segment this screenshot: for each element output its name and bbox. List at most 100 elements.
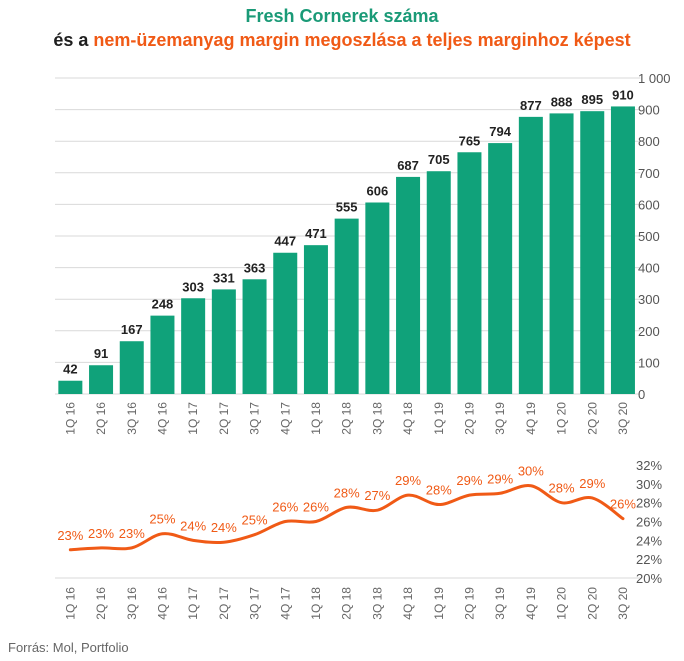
line-value-label: 28%: [426, 483, 452, 498]
bar-ytick-label: 100: [638, 355, 660, 370]
subtitle-highlight: nem-üzemanyag margin megoszlása a teljes…: [93, 30, 631, 50]
bar-xtick-label: 3Q 20: [616, 402, 630, 435]
line-ytick-label: 32%: [636, 458, 662, 473]
bar-value-label: 303: [182, 279, 204, 294]
line-value-label: 29%: [395, 473, 421, 488]
bar-value-label: 765: [459, 133, 481, 148]
line-value-label: 24%: [180, 518, 206, 533]
line-xtick-label: 3Q 16: [125, 587, 139, 620]
bar-xtick-label: 2Q 17: [217, 402, 231, 435]
bar-xtick-label: 2Q 19: [462, 402, 476, 435]
line-xtick-label: 2Q 16: [94, 587, 108, 620]
bar-ytick-label: 900: [638, 103, 660, 118]
line-value-label: 26%: [610, 497, 636, 512]
bar-xtick-label: 3Q 19: [493, 402, 507, 435]
bar-xtick-label: 1Q 20: [555, 402, 569, 435]
bar-value-label: 794: [489, 124, 511, 139]
bar-ytick-label: 0: [638, 387, 645, 402]
bar-ytick-label: 200: [638, 324, 660, 339]
line-ytick-label: 24%: [636, 533, 662, 548]
line-xtick-label: 1Q 16: [63, 587, 77, 620]
line-value-label: 23%: [57, 528, 83, 543]
bar-xtick-label: 1Q 16: [63, 402, 77, 435]
subtitle-prefix: és a: [53, 30, 94, 50]
bar-ytick-label: 700: [638, 166, 660, 181]
bar: [211, 289, 236, 394]
bar: [426, 171, 451, 394]
bar-ytick-label: 500: [638, 229, 660, 244]
bar-value-label: 331: [213, 270, 235, 285]
line-xtick-label: 1Q 20: [555, 587, 569, 620]
line-xtick-label: 2Q 19: [462, 587, 476, 620]
bar: [150, 315, 175, 394]
bar-xtick-label: 1Q 19: [432, 402, 446, 435]
bar-value-label: 606: [366, 184, 388, 199]
bar: [457, 152, 482, 394]
line-value-label: 29%: [487, 471, 513, 486]
bar-value-label: 895: [581, 92, 603, 107]
bar-value-label: 555: [336, 200, 358, 215]
bar-ytick-label: 300: [638, 292, 660, 307]
line-ytick-label: 20%: [636, 571, 662, 586]
line-xtick-label: 1Q 18: [309, 587, 323, 620]
line-ytick-label: 28%: [636, 496, 662, 511]
bar: [610, 106, 635, 394]
line-value-label: 27%: [364, 488, 390, 503]
line-xtick-label: 4Q 16: [155, 587, 169, 620]
line-xtick-label: 3Q 18: [370, 587, 384, 620]
bar: [89, 365, 114, 394]
bar-value-label: 687: [397, 158, 419, 173]
bar-value-label: 910: [612, 87, 634, 102]
line-value-label: 29%: [579, 476, 605, 491]
line-xtick-label: 1Q 19: [432, 587, 446, 620]
bar-xtick-label: 2Q 20: [585, 402, 599, 435]
bar-xtick-label: 2Q 18: [340, 402, 354, 435]
bar: [58, 380, 83, 394]
bar-ytick-label: 400: [638, 261, 660, 276]
bar-value-label: 705: [428, 152, 450, 167]
bar: [580, 111, 605, 395]
chart-subtitle: és a nem-üzemanyag margin megoszlása a t…: [0, 30, 684, 51]
bar-value-label: 42: [63, 362, 77, 377]
bar: [119, 341, 144, 394]
bar-value-label: 888: [551, 94, 573, 109]
line-xtick-label: 4Q 19: [524, 587, 538, 620]
line-value-label: 23%: [119, 526, 145, 541]
line-xtick-label: 2Q 18: [340, 587, 354, 620]
line-value-label: 25%: [242, 513, 268, 528]
bar-value-label: 447: [274, 234, 296, 249]
bar: [303, 245, 328, 394]
line-value-label: 29%: [456, 473, 482, 488]
line-ytick-label: 30%: [636, 477, 662, 492]
bar-value-label: 248: [152, 297, 174, 312]
line-value-label: 24%: [211, 520, 237, 535]
line-value-label: 26%: [272, 500, 298, 515]
line-value-label: 23%: [88, 526, 114, 541]
bar: [273, 252, 298, 394]
line-xtick-label: 1Q 17: [186, 587, 200, 620]
bar: [365, 202, 390, 394]
bar-xtick-label: 4Q 17: [278, 402, 292, 435]
line-xtick-label: 4Q 17: [278, 587, 292, 620]
bar-ytick-label: 1 000: [638, 71, 671, 86]
bar-value-label: 471: [305, 226, 327, 241]
bar-value-label: 167: [121, 322, 143, 337]
bar: [518, 116, 543, 395]
line-value-label: 30%: [518, 464, 544, 479]
bar-ytick-label: 800: [638, 134, 660, 149]
bar: [396, 176, 421, 394]
line-xtick-label: 3Q 19: [493, 587, 507, 620]
bar: [334, 218, 359, 394]
bar-xtick-label: 2Q 16: [94, 402, 108, 435]
bar-ytick-label: 600: [638, 197, 660, 212]
bar: [242, 279, 267, 394]
line-xtick-label: 3Q 20: [616, 587, 630, 620]
line-value-label: 26%: [303, 500, 329, 515]
line-value-label: 28%: [549, 481, 575, 496]
bar-value-label: 91: [94, 346, 108, 361]
bar-xtick-label: 4Q 18: [401, 402, 415, 435]
bar-xtick-label: 4Q 19: [524, 402, 538, 435]
bar-xtick-label: 4Q 16: [155, 402, 169, 435]
bar: [549, 113, 574, 394]
